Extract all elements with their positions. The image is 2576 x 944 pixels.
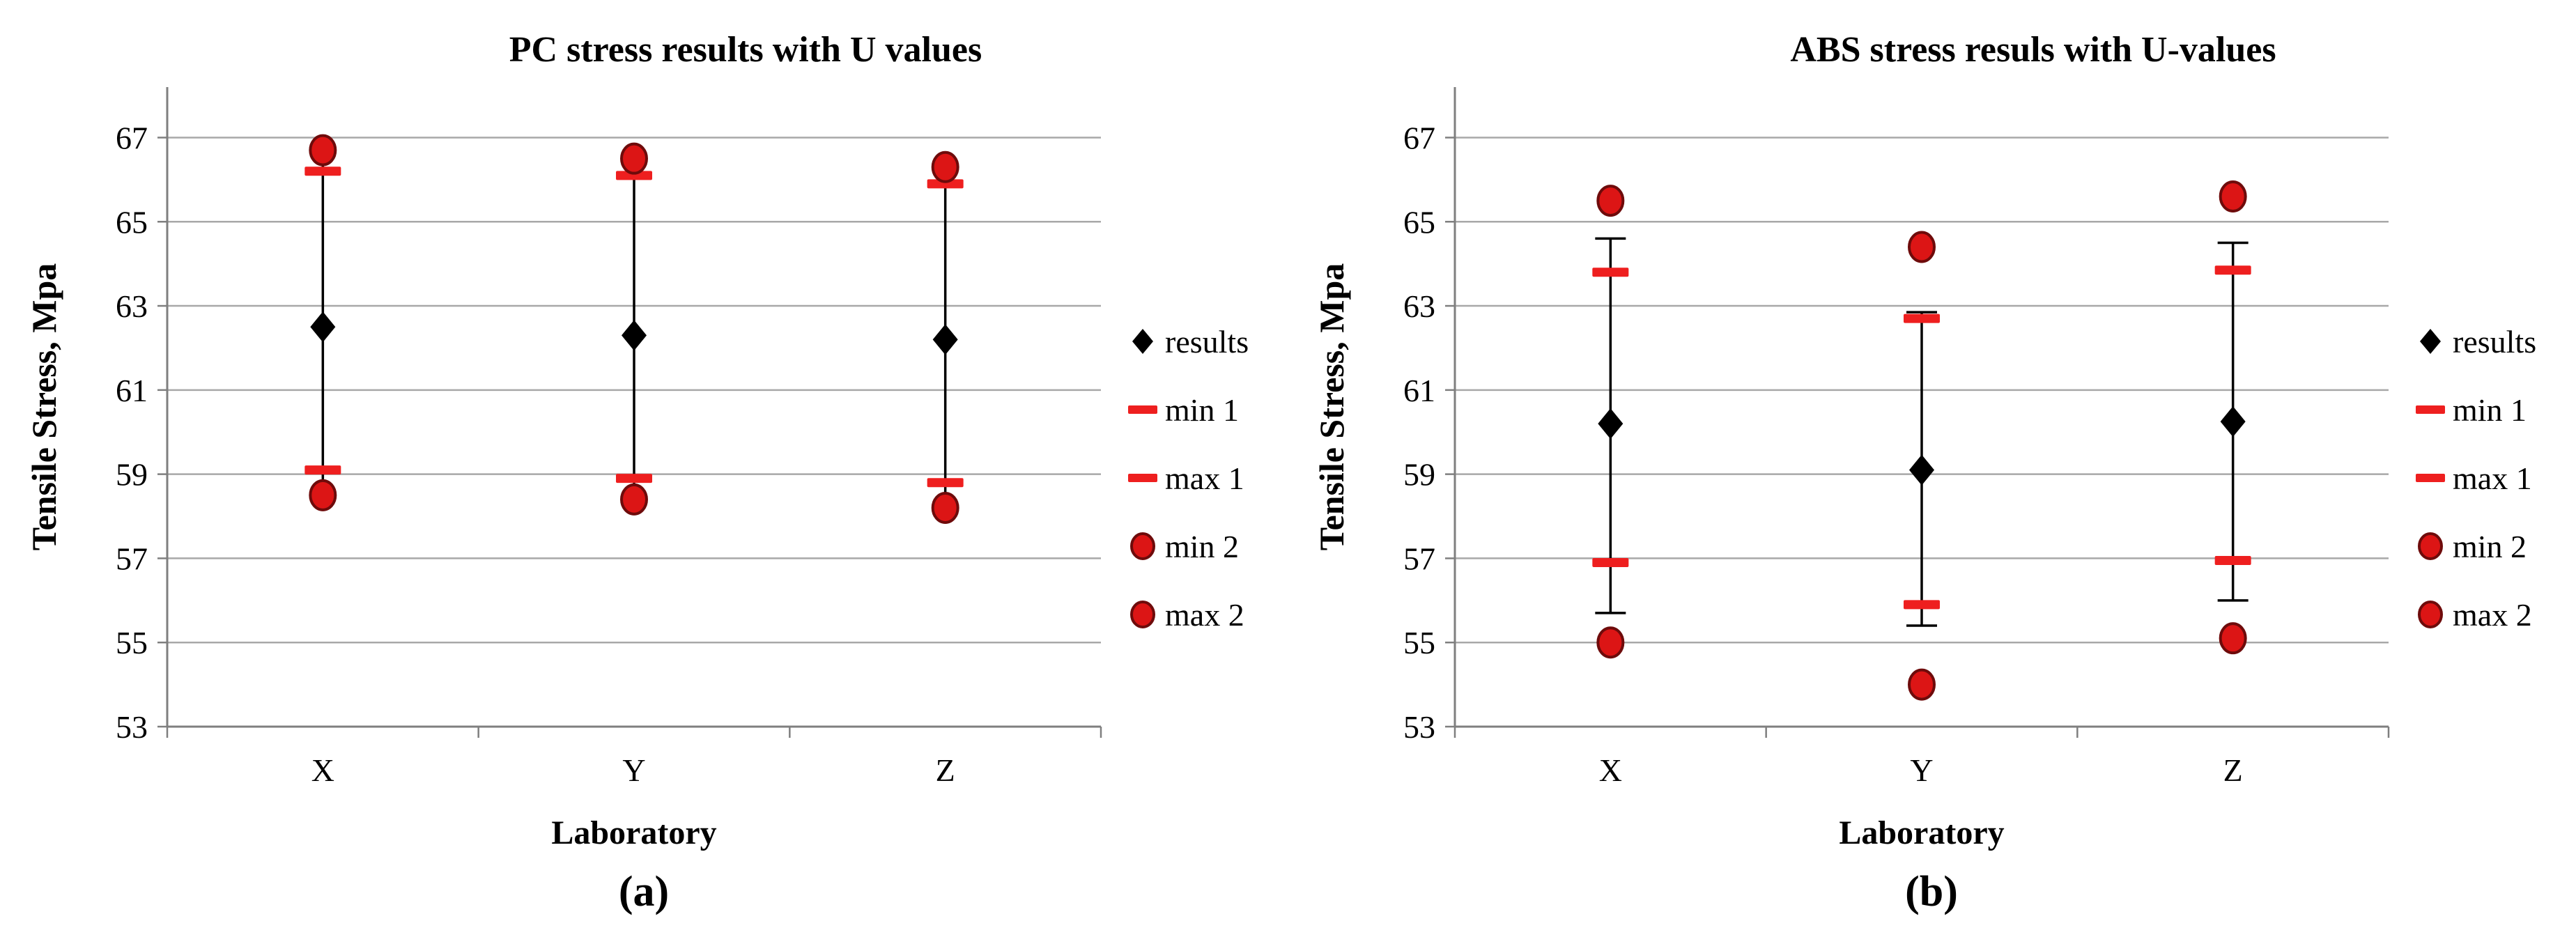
legend-label: min 1 xyxy=(2453,392,2527,428)
legend-label: min 1 xyxy=(1165,392,1239,428)
caption-a: (a) xyxy=(618,868,670,915)
marker-circle-max-2 xyxy=(1596,185,1625,217)
legend-circle-icon xyxy=(1130,601,1155,628)
marker-circle-max-2 xyxy=(2219,180,2247,213)
legend-dash-icon xyxy=(1128,474,1157,482)
legend-label: max 1 xyxy=(1165,461,1244,496)
y-tick-label: 61 xyxy=(1403,373,1435,408)
legend-circle-icon xyxy=(2418,532,2443,560)
legend-circle-icon xyxy=(2418,601,2443,628)
marker-dash-min-1 xyxy=(304,465,341,475)
legend-dash-icon xyxy=(2416,474,2445,482)
y-tick-label: 55 xyxy=(1403,625,1435,660)
y-tick-label: 59 xyxy=(1403,457,1435,493)
category-label: X xyxy=(311,752,334,788)
category-label: Z xyxy=(2223,752,2243,788)
x-axis-title: Laboratory xyxy=(1839,814,2004,851)
marker-circle-max-2 xyxy=(1908,231,1936,263)
marker-circle-min-2 xyxy=(1908,668,1936,701)
y-tick-label: 67 xyxy=(116,120,148,155)
marker-circle-max-2 xyxy=(309,134,337,167)
chart-panel-a: PC stress results with U values 53 55 57 59 6… xyxy=(24,30,1249,915)
marker-circle-max-2 xyxy=(620,142,648,175)
category-label: Z xyxy=(936,752,955,788)
marker-circle-min-2 xyxy=(620,483,648,516)
chart-a-svg: PC stress results with U values 53 55 57 59 6… xyxy=(24,30,1249,851)
legend-circle-icon xyxy=(1130,532,1155,560)
y-axis-title: Tensile Stress, Mpa xyxy=(24,263,63,551)
marker-dash-min-1 xyxy=(1904,600,1940,610)
legend-label: max 2 xyxy=(1165,597,1244,633)
legend-dash-icon xyxy=(2416,405,2445,414)
marker-dash-max-1 xyxy=(2214,265,2251,275)
y-tick-label: 53 xyxy=(1403,709,1435,745)
y-axis-title: Tensile Stress, Mpa xyxy=(1312,263,1351,551)
marker-dash-max-1 xyxy=(304,167,341,176)
legend-diamond-icon xyxy=(1132,329,1153,354)
chart-title: PC stress results with U values xyxy=(509,30,982,70)
marker-circle-min-2 xyxy=(2219,622,2247,655)
y-tick-label: 63 xyxy=(1403,288,1435,324)
legend-label: min 2 xyxy=(1165,529,1239,564)
chart-panel-b: ABS stress resuls with U-values 53 55 57 59 6… xyxy=(1288,0,2575,944)
marker-diamond-results xyxy=(932,324,958,355)
marker-circle-max-2 xyxy=(931,150,959,183)
marker-dash-max-1 xyxy=(616,171,652,180)
y-tick-label: 65 xyxy=(1403,204,1435,240)
legend-label: results xyxy=(2453,324,2536,359)
marker-circle-min-2 xyxy=(1596,626,1625,659)
category-label: Y xyxy=(1910,752,1933,788)
marker-diamond-results xyxy=(310,311,336,343)
y-tick-label: 57 xyxy=(116,541,148,576)
legend-dash-icon xyxy=(1128,405,1157,414)
legend-label: results xyxy=(1165,324,1249,359)
y-tick-label: 67 xyxy=(1403,120,1435,155)
marker-diamond-results xyxy=(2220,406,2246,438)
y-tick-label: 57 xyxy=(1403,541,1435,576)
marker-circle-min-2 xyxy=(309,479,337,511)
legend-label: min 2 xyxy=(2453,529,2527,564)
marker-dash-min-1 xyxy=(2214,555,2251,565)
y-tick-label: 65 xyxy=(116,204,148,240)
y-tick-label: 63 xyxy=(116,288,148,324)
category-label: X xyxy=(1599,752,1622,788)
x-axis-title: Laboratory xyxy=(551,814,716,851)
marker-diamond-results xyxy=(1598,408,1624,440)
marker-dash-max-1 xyxy=(1592,268,1629,277)
chart-title: ABS stress resuls with U-values xyxy=(1790,30,2276,70)
marker-diamond-results xyxy=(622,320,647,351)
caption-b: (b) xyxy=(1905,868,1958,915)
marker-diamond-results xyxy=(1909,454,1934,486)
legend-label: max 2 xyxy=(2453,597,2532,633)
chart-b-svg: ABS stress resuls with U-values 53 55 57 59 6… xyxy=(1312,30,2536,851)
marker-circle-min-2 xyxy=(931,491,959,524)
marker-dash-min-1 xyxy=(616,474,652,483)
marker-dash-min-1 xyxy=(1592,557,1629,567)
marker-dash-max-1 xyxy=(1904,314,1940,323)
y-tick-label: 53 xyxy=(116,709,148,745)
marker-dash-min-1 xyxy=(927,478,964,488)
legend-label: max 1 xyxy=(2453,461,2532,496)
category-label: Y xyxy=(622,752,645,788)
y-tick-label: 61 xyxy=(116,373,148,408)
y-tick-label: 55 xyxy=(116,625,148,660)
legend-diamond-icon xyxy=(2420,329,2441,354)
y-tick-label: 59 xyxy=(116,457,148,493)
marker-dash-max-1 xyxy=(927,179,964,189)
